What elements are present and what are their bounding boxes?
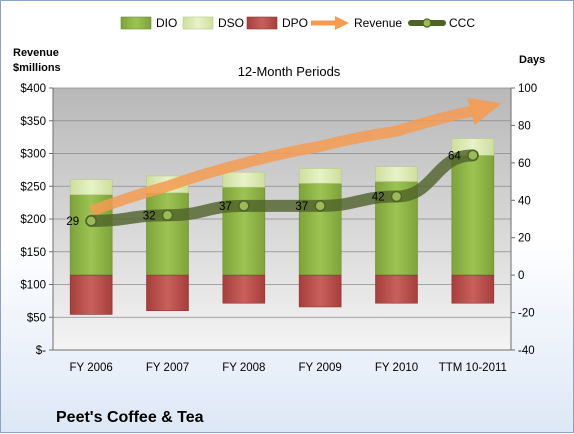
left-tick-label: $50 — [27, 312, 46, 324]
left-tick-label: $400 — [20, 83, 46, 95]
legend-arrowhead-revenue — [335, 16, 349, 30]
left-tick-label: $150 — [20, 247, 46, 259]
ccc-marker — [390, 190, 403, 203]
dio-bar — [146, 192, 189, 276]
legend-label-revenue: Revenue — [354, 16, 402, 30]
dso-bar — [298, 168, 342, 184]
x-tick-label: FY 2009 — [299, 362, 342, 374]
legend-label-dio: DIO — [156, 16, 177, 30]
dso-bar — [222, 171, 266, 188]
legend-label-ccc: CCC — [449, 16, 475, 30]
revenue-line — [89, 105, 474, 217]
ccc-data-label: 64 — [448, 150, 461, 162]
dio-bar — [451, 155, 495, 276]
dpo-bar — [69, 274, 113, 315]
ccc-marker — [238, 200, 250, 212]
left-tick-label: $250 — [20, 181, 46, 193]
chart-legend: DIO DSO DPO Revenue CCC — [120, 16, 475, 30]
revenue-series — [89, 97, 502, 217]
dpo-bar — [298, 274, 342, 308]
left-tick-label: $200 — [20, 214, 46, 226]
axes: $- $50 $100 $150 $200 $250 $300 $350 $400 -40 -20 0… — [20, 83, 537, 374]
left-tick-label: $350 — [20, 116, 46, 128]
right-tick-label: 80 — [518, 120, 531, 132]
dpo-bar — [222, 274, 266, 304]
chart-subtitle: 12-Month Periods — [238, 64, 341, 79]
right-tick-label: 0 — [518, 270, 524, 282]
ccc-data-label: 29 — [66, 216, 79, 228]
ccc-data-label: 42 — [372, 192, 385, 204]
legend-swatch-dio — [120, 16, 152, 30]
ccc-data-label: 32 — [143, 210, 156, 222]
x-tick-label: TTM 10-2011 — [439, 362, 507, 374]
ccc-marker — [314, 200, 326, 212]
legend-swatch-dso — [182, 16, 214, 30]
ccc-data-label: 37 — [219, 201, 232, 213]
ccc-series: 29 32 37 37 42 64 — [66, 149, 479, 228]
x-tick-label: FY 2007 — [146, 362, 189, 374]
legend-label-dpo: DPO — [282, 16, 308, 30]
legend-swatch-dpo — [246, 16, 278, 30]
right-tick-label: 20 — [518, 233, 531, 245]
company-name: Peet's Coffee & Tea — [56, 409, 204, 426]
left-tick-label: $300 — [20, 149, 46, 161]
right-tick-label: 100 — [518, 83, 537, 95]
right-tick-label: -20 — [518, 308, 535, 320]
ccc-data-label: 37 — [295, 201, 308, 213]
dpo-bar — [451, 274, 495, 304]
legend-label-dso: DSO — [218, 16, 244, 30]
dso-bar — [375, 166, 418, 182]
ccc-marker — [161, 209, 174, 222]
ccc-line — [85, 149, 479, 227]
left-axis-title-line1: Revenue — [13, 47, 59, 59]
right-axis-title: Days — [519, 54, 545, 66]
right-tick-label: 60 — [518, 158, 531, 170]
left-tick-label: $- — [36, 345, 46, 357]
x-tick-label: FY 2006 — [70, 362, 113, 374]
left-axis-title-line2: $millions — [13, 62, 61, 74]
legend-marker-ccc — [422, 18, 432, 28]
dso-bar — [69, 179, 113, 195]
ccc-marker — [85, 215, 97, 227]
x-tick-label: FY 2010 — [375, 362, 418, 374]
dpo-bar — [375, 274, 418, 304]
dio-bar — [298, 183, 342, 276]
bar-series — [69, 138, 495, 315]
dpo-bar — [146, 274, 189, 311]
ccc-marker — [467, 149, 479, 162]
x-tick-label: FY 2008 — [222, 362, 265, 374]
left-tick-label: $100 — [20, 280, 46, 292]
right-tick-label: 40 — [518, 195, 531, 207]
right-tick-label: -40 — [518, 345, 535, 357]
revenue-arrowhead — [467, 97, 502, 125]
